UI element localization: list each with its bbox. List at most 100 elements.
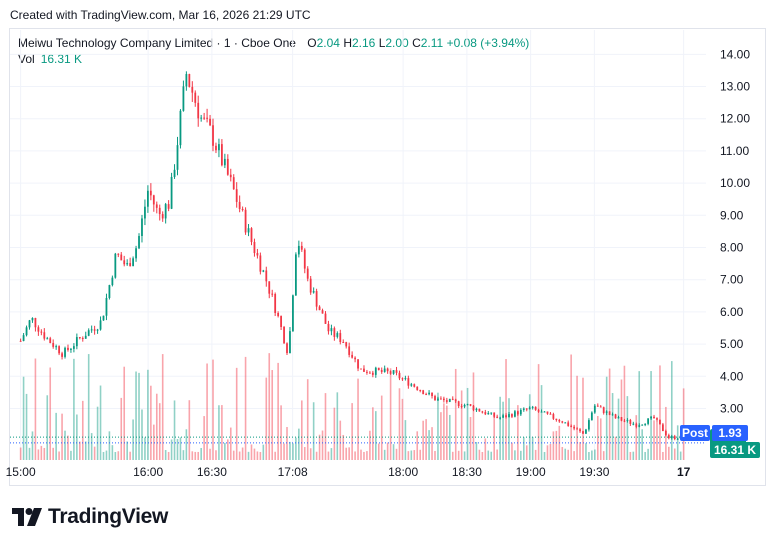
candle-body: [558, 420, 561, 422]
candle-body: [64, 347, 66, 357]
candle-body: [531, 406, 534, 408]
volume-bar: [540, 385, 543, 460]
volume-bar: [514, 450, 516, 460]
volume-tag-bg: [710, 442, 760, 458]
volume-bar: [64, 430, 66, 460]
candle-body: [220, 144, 223, 166]
candle-body: [158, 207, 161, 215]
volume-bar: [395, 448, 398, 460]
candle-body: [454, 399, 457, 402]
candle-body: [481, 411, 484, 413]
candle-body: [292, 295, 294, 332]
volume-bar: [185, 429, 188, 460]
candle-body: [383, 368, 386, 372]
candle-body: [318, 306, 321, 311]
volume-bar: [224, 442, 226, 460]
candle-body: [19, 340, 22, 342]
x-tick-label: 19:30: [579, 465, 609, 479]
candle-body: [374, 367, 377, 375]
volume-bar: [543, 451, 546, 460]
volume-bar: [611, 393, 614, 460]
y-tick-label: 10.00: [720, 176, 750, 190]
candle-body: [138, 236, 140, 249]
candle-body: [540, 411, 543, 413]
volume-bar: [132, 419, 134, 460]
symbol-name[interactable]: Meiwu Technology Company Limited · 1 · C…: [18, 36, 296, 50]
volume-bar: [585, 443, 587, 460]
candle-body: [58, 346, 61, 354]
x-tick-label: 18:30: [452, 465, 482, 479]
candle-body: [670, 436, 673, 439]
candle-body: [256, 253, 259, 256]
candle-body: [161, 214, 164, 219]
candle-body: [336, 333, 339, 337]
volume-bar: [232, 450, 235, 460]
candle-body: [206, 117, 208, 119]
candle-body: [25, 327, 28, 336]
y-tick-label: 9.00: [720, 208, 744, 222]
candle-body: [194, 92, 197, 103]
volume-bar: [508, 398, 510, 460]
candle-body: [401, 378, 404, 380]
candle-body: [440, 398, 442, 400]
volume-bar: [499, 396, 501, 460]
y-tick-label: 14.00: [720, 47, 750, 61]
candle-body: [656, 418, 658, 420]
candle-body: [617, 417, 620, 419]
volume-bar: [549, 443, 552, 460]
candle-body: [445, 400, 448, 402]
volume-bar: [564, 448, 567, 460]
post-price-tag: 1.93: [718, 426, 742, 440]
candle-body: [120, 254, 123, 261]
candle-body: [596, 405, 599, 407]
candle-body: [614, 414, 617, 419]
volume-bar: [28, 447, 31, 460]
volume-bar: [673, 448, 676, 460]
volume-bar: [123, 366, 126, 460]
volume-bar: [505, 359, 507, 460]
candle-body: [84, 335, 87, 339]
chart-frame: [9, 28, 766, 486]
volume-bar: [250, 444, 253, 460]
candle-body: [351, 354, 354, 358]
volume-bar: [662, 451, 664, 460]
volume-bar: [87, 354, 90, 460]
candle-body: [650, 416, 652, 419]
candle-body: [514, 411, 516, 417]
candle-body: [149, 190, 152, 196]
tradingview-logo[interactable]: TradingView: [12, 505, 168, 529]
candle-body: [567, 422, 570, 426]
volume-bar: [327, 451, 330, 460]
candle-body: [659, 419, 661, 425]
candle-body: [46, 338, 49, 340]
volume-bar: [200, 447, 202, 460]
volume-bar: [682, 388, 685, 460]
candle-body: [209, 118, 211, 126]
volume-bar: [407, 451, 410, 460]
volume-bar: [203, 416, 205, 460]
candle-body: [135, 248, 137, 259]
candle-body: [167, 204, 170, 209]
volume-bar: [425, 419, 427, 460]
volume-bar: [528, 394, 531, 460]
volume-bar: [221, 405, 223, 460]
candle-body: [324, 313, 327, 324]
volume-bar: [496, 449, 498, 460]
volume-bar: [576, 375, 578, 460]
volume-bar: [339, 420, 342, 460]
volume-bar: [191, 451, 194, 460]
y-tick-label: 4.00: [720, 369, 744, 383]
candle-body: [108, 285, 111, 298]
volume-bar: [321, 430, 324, 460]
volume-bar: [582, 377, 584, 460]
volume-bar: [268, 353, 271, 460]
volume-bar: [271, 370, 274, 460]
volume-bar: [22, 376, 25, 460]
candle-body: [37, 327, 40, 332]
volume-bar: [111, 445, 114, 460]
candle-body: [368, 372, 371, 374]
y-tick-label: 13.00: [720, 80, 750, 94]
candle-body: [52, 342, 55, 347]
candle-body: [232, 177, 235, 190]
